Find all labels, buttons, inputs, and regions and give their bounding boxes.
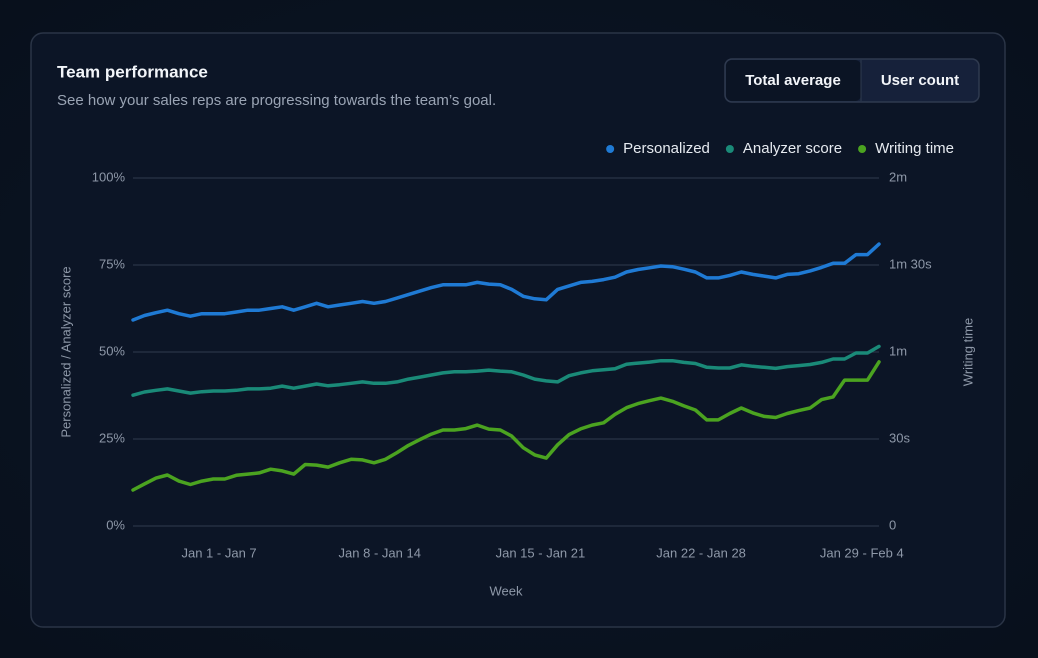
x-tick-label: Jan 8 - Jan 14 — [339, 545, 421, 560]
toggle: Total average User count — [724, 58, 980, 103]
series-line — [131, 242, 881, 322]
toggle-option[interactable]: User count — [881, 72, 959, 89]
legend-swatch — [858, 145, 867, 153]
legend-item: Personalized — [606, 140, 710, 157]
card-title: Team performance — [57, 62, 208, 81]
x-tick-label: Jan 29 - Feb 4 — [820, 545, 904, 560]
x-tick-label: Jan 15 - Jan 21 — [496, 545, 586, 560]
legend-label: Analyzer score — [743, 140, 842, 157]
y-tick-label: 25% — [99, 430, 125, 445]
y2-tick-label: 2m — [889, 169, 907, 184]
y-tick-label: 0% — [106, 517, 125, 532]
y2-tick-label: 1m — [889, 343, 907, 358]
series-line — [131, 360, 881, 492]
legend-item: Writing time — [858, 140, 954, 157]
y-tick-label: 75% — [99, 256, 125, 271]
y-axis-title: Personalized / Analyzer score — [58, 266, 73, 437]
y2-tick-label: 0 — [889, 517, 896, 532]
y2-tick-label: 30s — [889, 430, 910, 445]
y-tick-label: 50% — [99, 343, 125, 358]
x-axis-title: Week — [490, 583, 523, 598]
toggle-option[interactable]: Total average — [745, 72, 841, 89]
legend-swatch — [606, 145, 615, 153]
toggle-option-active[interactable] — [726, 60, 861, 101]
y2-tick-label: 1m 30s — [889, 256, 932, 271]
series-line — [131, 344, 881, 397]
legend-item: Analyzer score — [725, 140, 842, 157]
legend-swatch — [725, 145, 734, 153]
card-subtitle: See how your sales reps are progressing … — [57, 92, 496, 109]
x-tick-label: Jan 22 - Jan 28 — [656, 545, 746, 560]
plot: 0% 25% 50% 75% 100% 0 30s 1m 1m 30s 2m Jan 1 - Jan… — [58, 140, 975, 598]
y2-axis-title: Writing time — [960, 318, 975, 386]
y-tick-label: 100% — [92, 169, 126, 184]
legend-label: Personalized — [623, 140, 710, 157]
x-tick-label: Jan 1 - Jan 7 — [181, 545, 256, 560]
card — [30, 32, 1006, 628]
legend-label: Writing time — [875, 140, 954, 157]
